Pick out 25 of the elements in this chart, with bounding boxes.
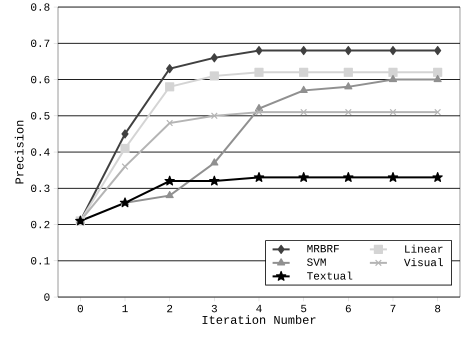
y-tick-label: 0.6 [31,76,50,84]
x-tick-label: 2 [167,304,172,312]
x-tick-label: 5 [301,304,306,312]
x-tick-label: 1 [122,304,128,312]
y-tick-label: 0.2 [31,220,50,228]
y-tick-label: 0 [44,293,50,301]
x-tick-label: 6 [346,304,351,312]
legend-label: Visual [404,258,443,266]
legend-label: Linear [405,244,443,253]
y-tick-label: 0.5 [31,112,50,120]
legend-label: MRBRF [307,244,339,252]
legend-label: Textual [307,272,352,280]
y-tick-label: 0.4 [31,148,50,156]
y-tick-label: 0.3 [31,184,50,192]
x-tick-label: 3 [212,304,217,312]
y-tick-label: 0.7 [31,40,50,48]
y-tick-label: 0.1 [31,257,50,265]
x-tick-label: 7 [390,304,396,312]
y-axis-title: Precision [14,120,24,184]
x-tick-label: 0 [78,304,83,312]
x-tick-label: 8 [435,304,440,312]
legend-label: SVM [307,258,326,266]
y-tick-label: 0.8 [31,3,50,11]
x-tick-label: 4 [256,304,262,312]
x-axis-title: Iteration Number [202,315,316,324]
